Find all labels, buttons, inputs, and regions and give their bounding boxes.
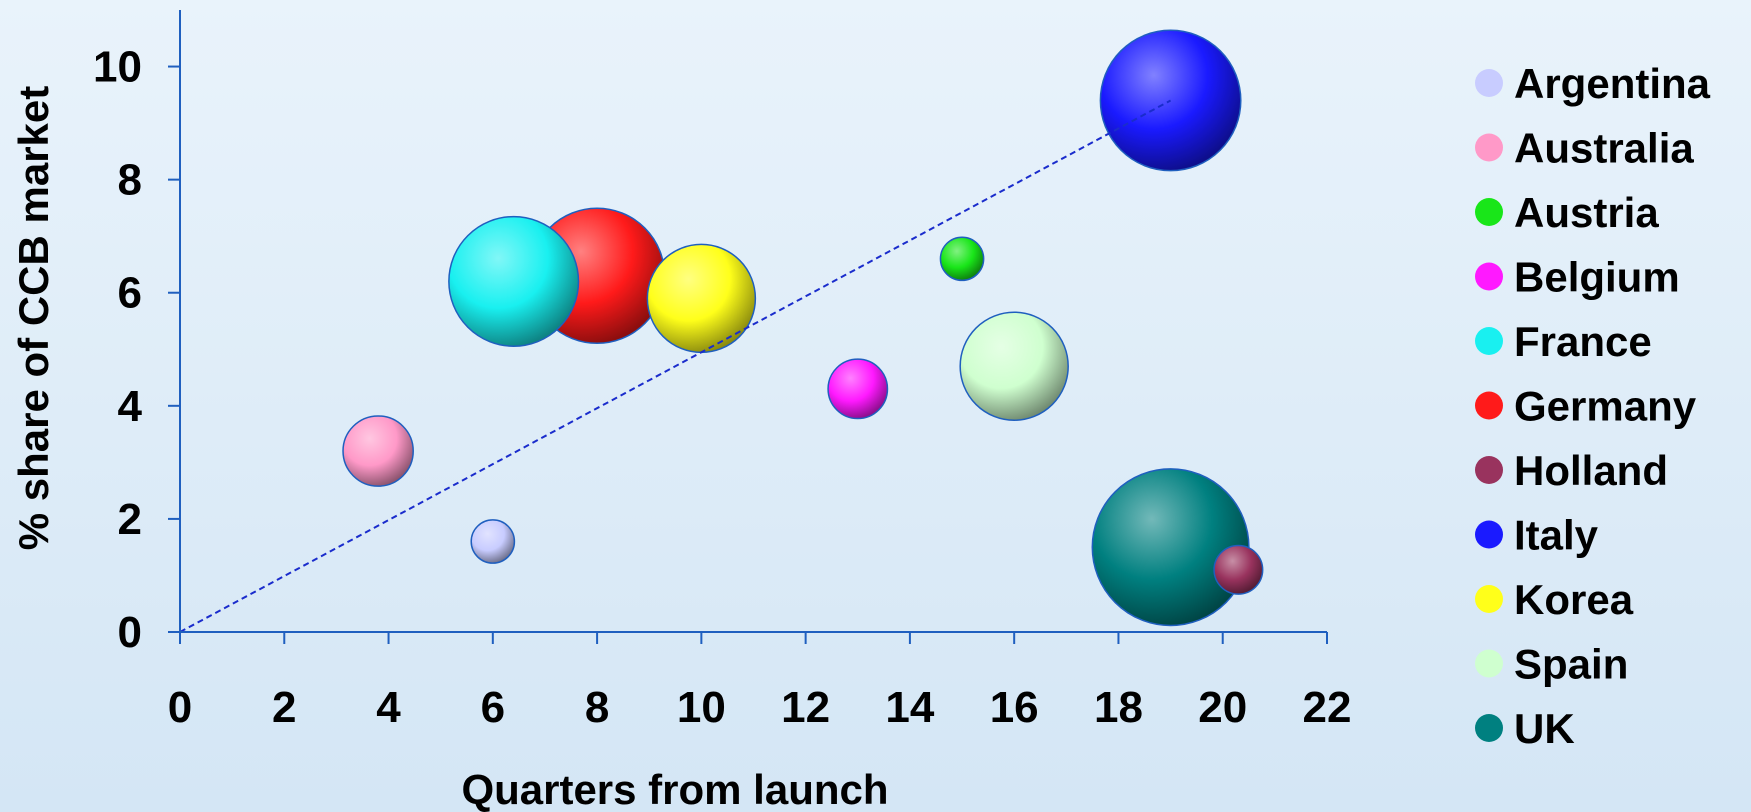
x-axis-title: Quarters from launch bbox=[461, 766, 888, 812]
legend-item-australia: Australia bbox=[1475, 125, 1694, 172]
x-tick-label: 12 bbox=[781, 683, 830, 732]
trendline bbox=[179, 99, 1172, 633]
legend-marker bbox=[1475, 714, 1503, 742]
legend-label: Australia bbox=[1514, 125, 1694, 172]
x-tick-label: 0 bbox=[168, 683, 192, 732]
legend-label: Italy bbox=[1514, 512, 1599, 559]
bubble-belgium bbox=[827, 358, 889, 420]
bubble-korea bbox=[646, 243, 757, 354]
y-tick-label: 4 bbox=[118, 382, 143, 431]
bubble-france bbox=[448, 215, 580, 347]
y-tick-label: 2 bbox=[118, 495, 142, 544]
x-tick-label: 8 bbox=[585, 683, 609, 732]
legend-item-austria: Austria bbox=[1475, 189, 1659, 236]
x-tick-label: 14 bbox=[885, 683, 934, 732]
legend-label: France bbox=[1514, 318, 1652, 365]
bubble-spain bbox=[959, 311, 1069, 421]
legend-marker bbox=[1475, 198, 1503, 226]
y-tick-label: 10 bbox=[93, 43, 142, 92]
y-tick-label: 6 bbox=[118, 269, 142, 318]
legend-marker bbox=[1475, 649, 1503, 678]
y-tick-label: 8 bbox=[118, 156, 142, 205]
x-tick-label: 18 bbox=[1094, 683, 1143, 732]
x-tick-label: 2 bbox=[272, 683, 296, 732]
bubble-series-group bbox=[342, 29, 1264, 627]
legend-item-holland: Holland bbox=[1475, 447, 1668, 494]
legend-marker bbox=[1475, 327, 1503, 355]
x-tick-label: 22 bbox=[1303, 683, 1352, 732]
legend: Argentina Australia Austria Belgium France Ge… bbox=[1475, 60, 1711, 752]
legend-label: Austria bbox=[1514, 189, 1659, 236]
legend-label: Korea bbox=[1514, 576, 1634, 623]
legend-label: Argentina bbox=[1514, 60, 1711, 107]
y-tick-label: 0 bbox=[118, 608, 142, 657]
axes: 0 2 4 6 8 10 12 14 16 18 20 22 0 2 4 6 8 10 bbox=[93, 10, 1351, 732]
legend-label: UK bbox=[1514, 705, 1575, 752]
bubble-australia bbox=[342, 415, 414, 487]
legend-marker bbox=[1475, 262, 1503, 291]
legend-marker bbox=[1475, 391, 1503, 420]
legend-item-uk: UK bbox=[1475, 705, 1575, 752]
legend-item-germany: Germany bbox=[1475, 383, 1697, 430]
x-tick-label: 6 bbox=[481, 683, 505, 732]
x-tick-label: 20 bbox=[1198, 683, 1247, 732]
legend-item-spain: Spain bbox=[1475, 641, 1628, 688]
y-axis-title: % share of CCB market bbox=[10, 86, 57, 550]
legend-marker bbox=[1475, 520, 1503, 549]
bubble-argentina bbox=[470, 519, 516, 564]
legend-item-korea: Korea bbox=[1475, 576, 1634, 623]
legend-marker bbox=[1475, 69, 1503, 97]
legend-label: Spain bbox=[1514, 641, 1628, 688]
legend-item-argentina: Argentina bbox=[1475, 60, 1711, 107]
bubble-uk bbox=[1091, 468, 1250, 627]
x-tick-label: 10 bbox=[677, 683, 726, 732]
legend-item-france: France bbox=[1475, 318, 1652, 365]
x-tick-label: 16 bbox=[990, 683, 1039, 732]
bubble-austria bbox=[939, 236, 985, 282]
legend-marker bbox=[1475, 585, 1503, 613]
x-tick-label: 4 bbox=[376, 683, 401, 732]
legend-marker bbox=[1475, 456, 1503, 484]
legend-marker bbox=[1475, 133, 1503, 162]
legend-label: Germany bbox=[1514, 383, 1697, 430]
legend-label: Holland bbox=[1514, 447, 1668, 494]
legend-label: Belgium bbox=[1514, 254, 1680, 301]
legend-item-belgium: Belgium bbox=[1475, 254, 1680, 301]
bubble-holland bbox=[1213, 544, 1264, 595]
legend-item-italy: Italy bbox=[1475, 512, 1599, 559]
